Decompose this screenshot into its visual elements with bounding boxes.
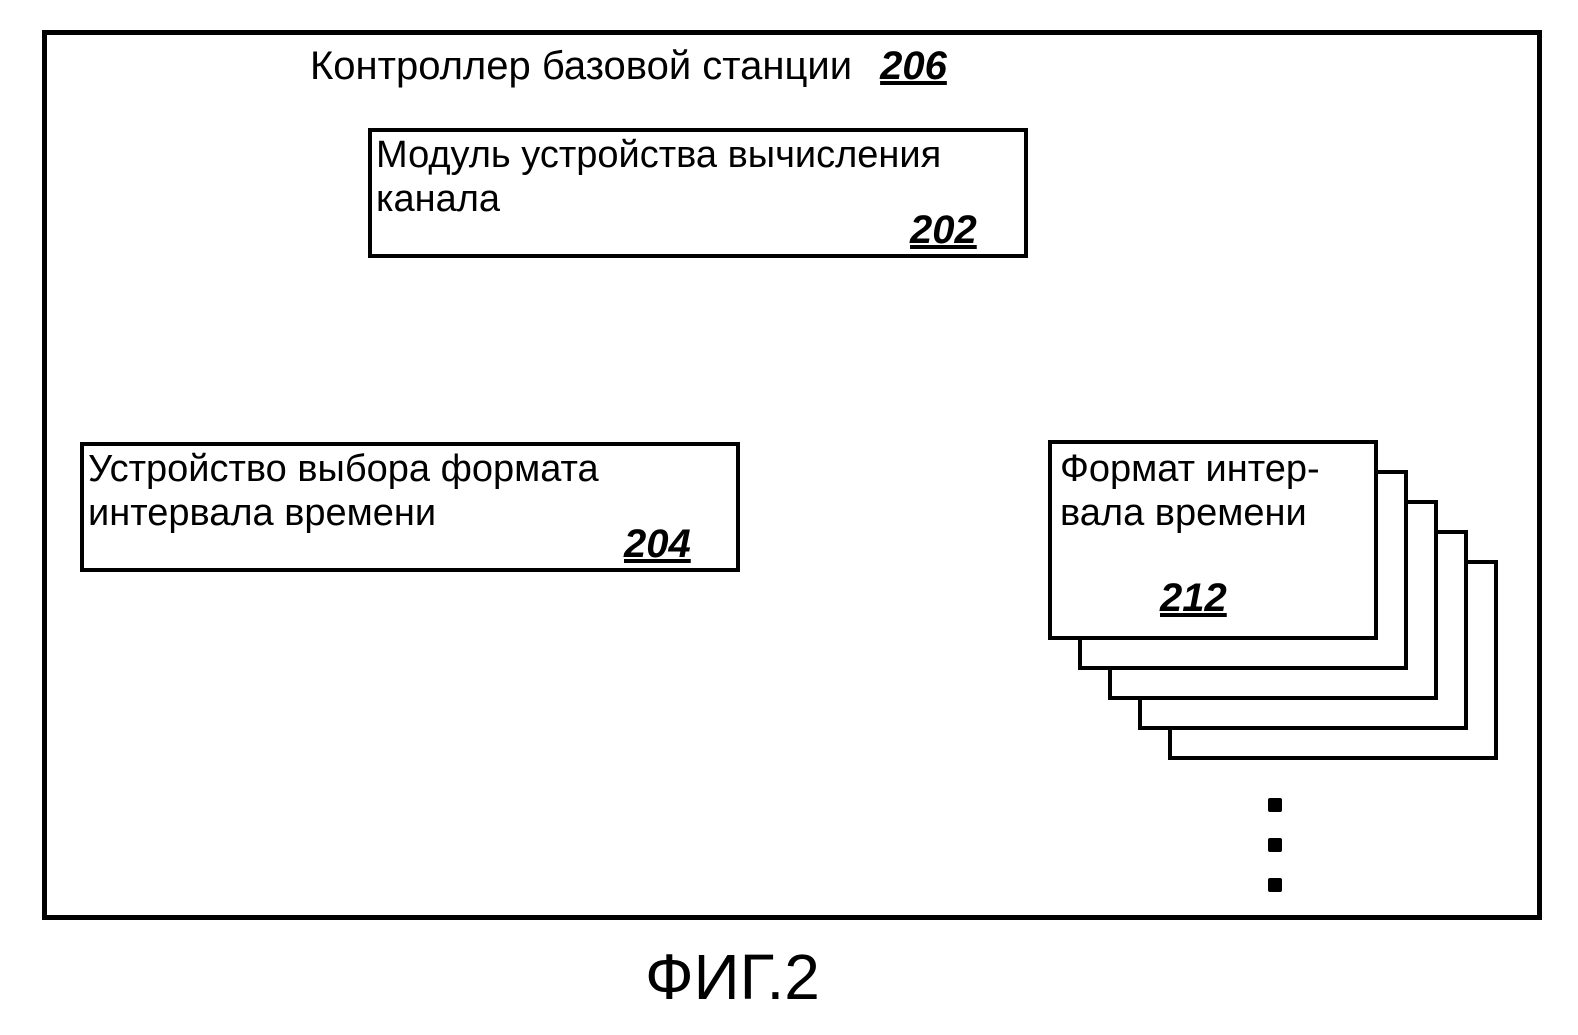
stack-ref: 212 — [1160, 576, 1227, 621]
figure-caption: ФИГ.2 — [645, 940, 820, 1014]
channel-calc-ref: 202 — [910, 208, 977, 253]
ellipsis-dot — [1268, 798, 1282, 812]
controller-title-row: Контроллер базовой станции 206 — [310, 44, 947, 89]
stack-label: Формат интер- вала времени — [1060, 448, 1370, 535]
selector-ref: 204 — [624, 522, 691, 567]
controller-title: Контроллер базовой станции — [310, 44, 852, 89]
ellipsis-dot — [1268, 838, 1282, 852]
ellipsis-dot — [1268, 878, 1282, 892]
controller-ref: 206 — [880, 44, 947, 89]
